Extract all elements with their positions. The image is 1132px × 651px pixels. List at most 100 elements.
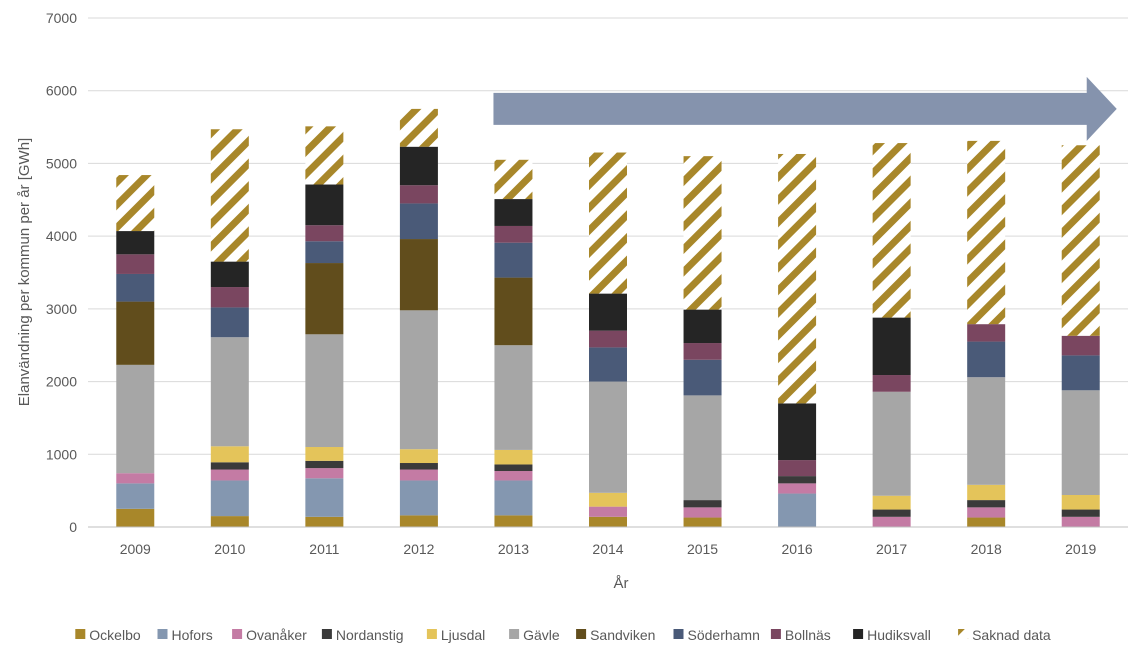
bar-segment [494, 515, 533, 527]
bar-segment [305, 263, 344, 335]
legend: Ockelbo Hofors Ovanåker Nordanstig Ljusdal Gä… [75, 627, 1051, 643]
bar-segment [210, 516, 249, 527]
bar-segment [778, 403, 817, 461]
bar-segment [683, 309, 722, 344]
legend-label: Saknad data [972, 627, 1051, 643]
bar-segment [399, 515, 438, 527]
bar-segment [1061, 509, 1100, 517]
x-tick-label: 2010 [214, 541, 245, 557]
y-tick-label: 1000 [46, 446, 77, 462]
bar-segment [305, 478, 344, 517]
bar-segment [305, 516, 344, 527]
bar-segment [305, 334, 344, 448]
x-tick-label: 2015 [687, 541, 718, 557]
bar-segment [1061, 145, 1100, 336]
bar-segment [683, 517, 722, 527]
legend-label: Gävle [523, 627, 560, 643]
bar-segment [116, 273, 155, 302]
bar-segment [872, 375, 911, 392]
y-tick-label: 5000 [46, 155, 77, 171]
legend-swatch [853, 629, 864, 639]
bar-segment [210, 287, 249, 308]
bar-segment [399, 239, 438, 311]
bar-segment [1061, 390, 1100, 496]
bar-segment [305, 447, 344, 461]
bar-segment [116, 473, 155, 484]
bar-segment [872, 495, 911, 510]
bar-segment [967, 324, 1006, 342]
legend-swatch [232, 629, 243, 639]
bar-segment [1061, 495, 1100, 510]
bar-segment [210, 129, 249, 262]
bar-segment [305, 184, 344, 226]
bar-segment [872, 317, 911, 376]
legend-label: Hofors [172, 627, 213, 643]
bar-segment [778, 483, 817, 494]
bar-segment [683, 156, 722, 310]
y-tick-label: 3000 [46, 301, 77, 317]
bar-segment [494, 464, 533, 472]
bar-segment [494, 480, 533, 516]
bar-segment [210, 480, 249, 517]
bar-segment [683, 507, 722, 518]
bar-segment [116, 508, 155, 527]
bar-segment [210, 261, 249, 288]
legend-label: Söderhamn [688, 627, 760, 643]
bar-segment [589, 293, 627, 331]
legend-label: Ockelbo [89, 627, 141, 643]
x-tick-label: 2018 [971, 541, 1002, 557]
axes: 0 1000 2000 3000 4000 5000 6000 7000 2009 2010 201… [46, 10, 1128, 557]
bar-segment [399, 185, 438, 204]
bar-segment [589, 492, 627, 507]
legend-label: Hudiksvall [867, 627, 931, 643]
legend-swatch [157, 629, 168, 639]
bar-segment [778, 153, 817, 404]
x-tick-label: 2014 [592, 541, 623, 557]
bar-segment [494, 345, 533, 450]
bar-segment [494, 159, 533, 200]
bar-segment [683, 500, 722, 508]
y-tick-label: 7000 [46, 10, 77, 26]
bar-segment [967, 484, 1006, 501]
bar-segment [1061, 355, 1100, 391]
legend-label: Ovanåker [246, 627, 307, 643]
trend-arrow-shape [493, 76, 1117, 141]
bar-segment [399, 108, 438, 147]
bar-segment [494, 199, 533, 226]
legend-swatch [576, 629, 587, 639]
bar-segment [399, 463, 438, 470]
bar-segment [210, 307, 249, 338]
x-tick-label: 2011 [309, 541, 339, 557]
bar-segment [967, 140, 1006, 325]
legend-label: Nordanstig [336, 627, 404, 643]
bar-segment [116, 364, 155, 474]
legend-swatch [75, 629, 86, 639]
bar-segment [116, 483, 155, 509]
bar-segment [116, 175, 155, 232]
trend-arrow [493, 76, 1117, 141]
y-tick-label: 4000 [46, 228, 77, 244]
bar-segment [589, 330, 627, 348]
x-tick-label: 2016 [782, 541, 813, 557]
legend-swatch [509, 629, 520, 639]
bar-segment [494, 277, 533, 346]
bar-segment [494, 225, 533, 243]
legend-label: Ljusdal [441, 627, 485, 643]
bar-segment [589, 347, 627, 382]
bar-segment [116, 231, 155, 255]
bar-segment [872, 516, 911, 527]
y-tick-label: 2000 [46, 374, 77, 390]
bar-segment [778, 493, 817, 527]
legend-swatch [958, 629, 969, 639]
x-tick-label: 2012 [403, 541, 434, 557]
x-tick-label: 2009 [120, 541, 151, 557]
bar-segment [683, 343, 722, 360]
bar-segment [305, 241, 344, 264]
x-axis-title: År [614, 575, 629, 592]
bar-segment [778, 460, 817, 477]
bar-segment [399, 449, 438, 464]
bar-segment [399, 469, 438, 481]
bar-segment [305, 460, 344, 469]
bar-segment [305, 468, 344, 479]
bar-segment [589, 506, 627, 517]
